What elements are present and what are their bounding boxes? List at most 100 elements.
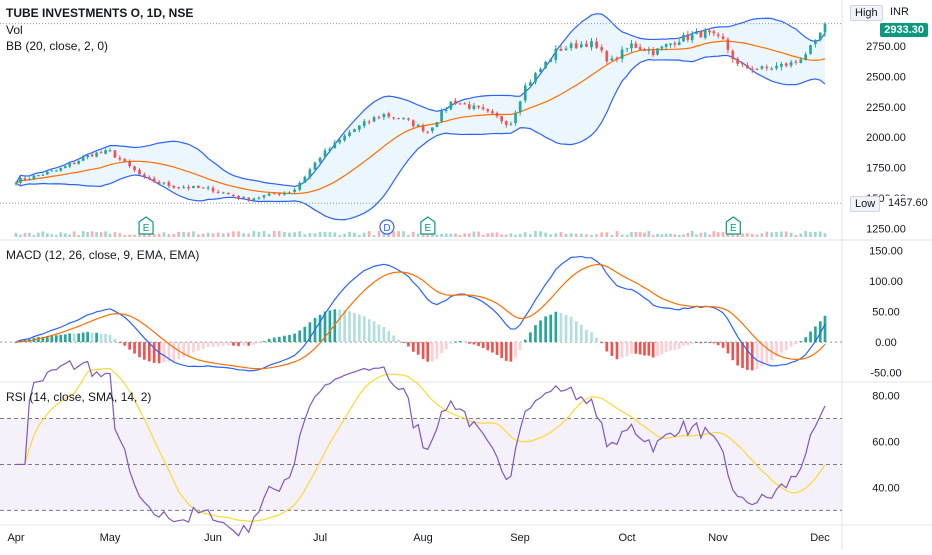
volume-bar (192, 231, 195, 237)
volume-bar (313, 233, 317, 237)
volume-bar (167, 234, 171, 237)
candle-body (333, 142, 337, 149)
candle-body (201, 187, 205, 189)
candle-body (157, 181, 161, 184)
candle-body (731, 50, 735, 60)
candle-body (638, 47, 642, 50)
macd-hist-bar (50, 335, 54, 343)
macd-hist-bar (54, 335, 58, 343)
volume-bar (283, 231, 286, 237)
candle-body (818, 32, 822, 41)
volume-bar (495, 232, 499, 237)
macd-hist-bar (293, 333, 296, 343)
candle-body (221, 192, 225, 194)
macd-tick-label: 50.00 (872, 307, 900, 319)
volume-bar (664, 233, 668, 237)
vol-legend[interactable]: Vol (6, 23, 23, 37)
candle-body (472, 105, 476, 109)
volume-bar (318, 231, 322, 237)
candle-body (799, 59, 803, 63)
volume-bar (68, 234, 72, 237)
volume-bar (481, 234, 485, 237)
candle-body (143, 174, 146, 177)
candle-body (690, 34, 694, 41)
candle-body (804, 54, 808, 60)
candle-body (431, 127, 434, 131)
volume-bar (440, 233, 443, 237)
macd-hist-bar (252, 342, 256, 345)
low-price-tag: 1457.60 (884, 196, 932, 210)
candle-body (760, 66, 764, 69)
volume-bar (634, 232, 638, 237)
macd-hist-bar (716, 342, 720, 346)
volume-bar (770, 232, 773, 237)
macd-hist-bar (595, 337, 598, 343)
macd-hist-bar (789, 342, 793, 347)
candle-body (372, 117, 376, 122)
volume-bar (353, 232, 356, 237)
candle-body (108, 150, 112, 152)
macd-hist-bar (45, 335, 49, 343)
volume-bar (643, 232, 646, 237)
macd-hist-bar (68, 333, 72, 343)
candle-body (68, 163, 72, 167)
candle-body (272, 193, 276, 195)
volume-bar (794, 235, 798, 237)
candle-body (303, 176, 307, 183)
volume-bar (610, 234, 614, 237)
macd-hist-bar (59, 334, 63, 343)
candle-body (600, 47, 604, 51)
macd-hist-bar (458, 340, 462, 343)
volume-bar (162, 232, 166, 237)
macd-hist-bar (708, 342, 711, 344)
volume-bar (600, 232, 604, 237)
volume-bar (288, 232, 291, 237)
macd-hist-bar (726, 342, 730, 354)
month-label: Sep (510, 532, 530, 544)
macd-hist-bar (167, 342, 171, 362)
volume-bar (760, 233, 764, 237)
symbol-title[interactable]: TUBE INVESTMENTS O, 1D, NSE (6, 6, 194, 20)
macd-legend[interactable]: MACD (12, 26, close, 9, EMA, EMA) (6, 248, 200, 262)
candle-body (118, 157, 122, 160)
macd-hist-bar (804, 337, 808, 343)
macd-hist-bar (444, 342, 448, 350)
bb-basis-line (15, 40, 826, 195)
candle-body (54, 170, 58, 172)
volume-bar (407, 234, 410, 237)
volume-bar (387, 232, 391, 237)
currency-label[interactable]: INR (890, 6, 909, 18)
macd-hist-bar (784, 342, 788, 351)
volume-bar (143, 232, 146, 237)
volume-bar (147, 234, 151, 237)
volume-bar (19, 234, 22, 237)
candle-body (775, 65, 778, 69)
macd-line (15, 255, 826, 372)
macd-hist-bar (41, 336, 45, 343)
rsi-legend[interactable]: RSI (14, close, SMA, 14, 2) (6, 390, 152, 404)
volume-bar (669, 233, 672, 237)
month-label: Jun (204, 532, 222, 544)
macd-hist-bar (118, 342, 122, 344)
volume-bar (703, 232, 707, 237)
candle-body (318, 157, 322, 163)
candle-body (328, 148, 332, 152)
volume-bar (690, 230, 694, 237)
macd-hist-bar (610, 342, 614, 356)
volume-bar (172, 234, 176, 237)
candle-body (726, 39, 730, 50)
candle-body (128, 161, 131, 167)
macd-hist-bar (799, 341, 803, 343)
volume-bar (539, 231, 542, 237)
candle-body (123, 159, 127, 162)
bb-legend[interactable]: BB (20, close, 2, 0) (6, 39, 109, 53)
macd-hist-bar (211, 342, 215, 347)
macd-hist-bar (559, 312, 563, 343)
volume-bar (656, 234, 659, 237)
volume-bar (746, 233, 749, 237)
volume-bar (523, 232, 527, 237)
volume-bar (128, 234, 131, 237)
macd-hist-bar (362, 316, 366, 343)
volume-bar (544, 232, 547, 237)
